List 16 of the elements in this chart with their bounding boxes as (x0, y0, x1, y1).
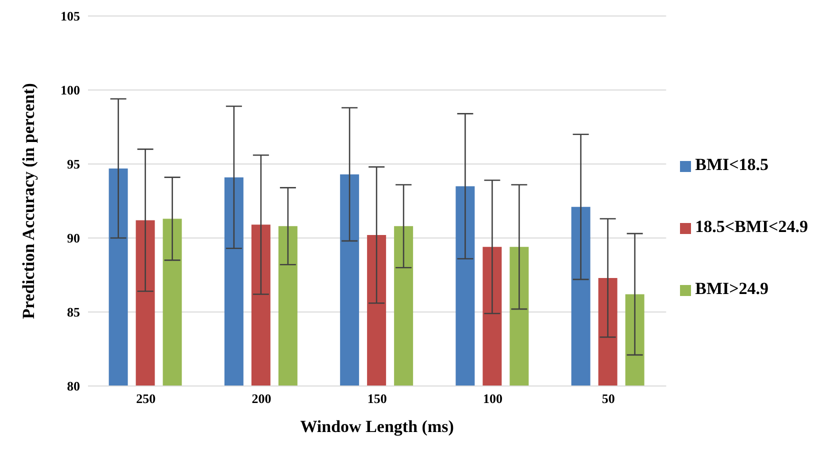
x-tick-label: 250 (136, 391, 156, 406)
x-axis-title: Window Length (ms) (300, 417, 454, 436)
legend-label: BMI<18.5 (695, 155, 769, 174)
legend-label: 18.5<BMI<24.9 (695, 217, 808, 236)
y-axis-title: Prediction Accuracy (in percent) (19, 83, 38, 319)
y-tick-label: 80 (67, 378, 80, 394)
x-tick-label: 200 (252, 391, 272, 406)
legend-label: BMI>24.9 (695, 279, 769, 298)
x-tick-label: 150 (367, 391, 387, 406)
y-tick-label: 100 (60, 82, 80, 98)
x-tick-label: 50 (602, 391, 615, 406)
y-tick-label: 95 (67, 156, 80, 172)
x-tick-label: 100 (482, 391, 502, 406)
y-tick-label: 85 (67, 304, 80, 320)
y-tick-label: 90 (67, 230, 80, 246)
y-tick-label: 105 (60, 8, 80, 24)
